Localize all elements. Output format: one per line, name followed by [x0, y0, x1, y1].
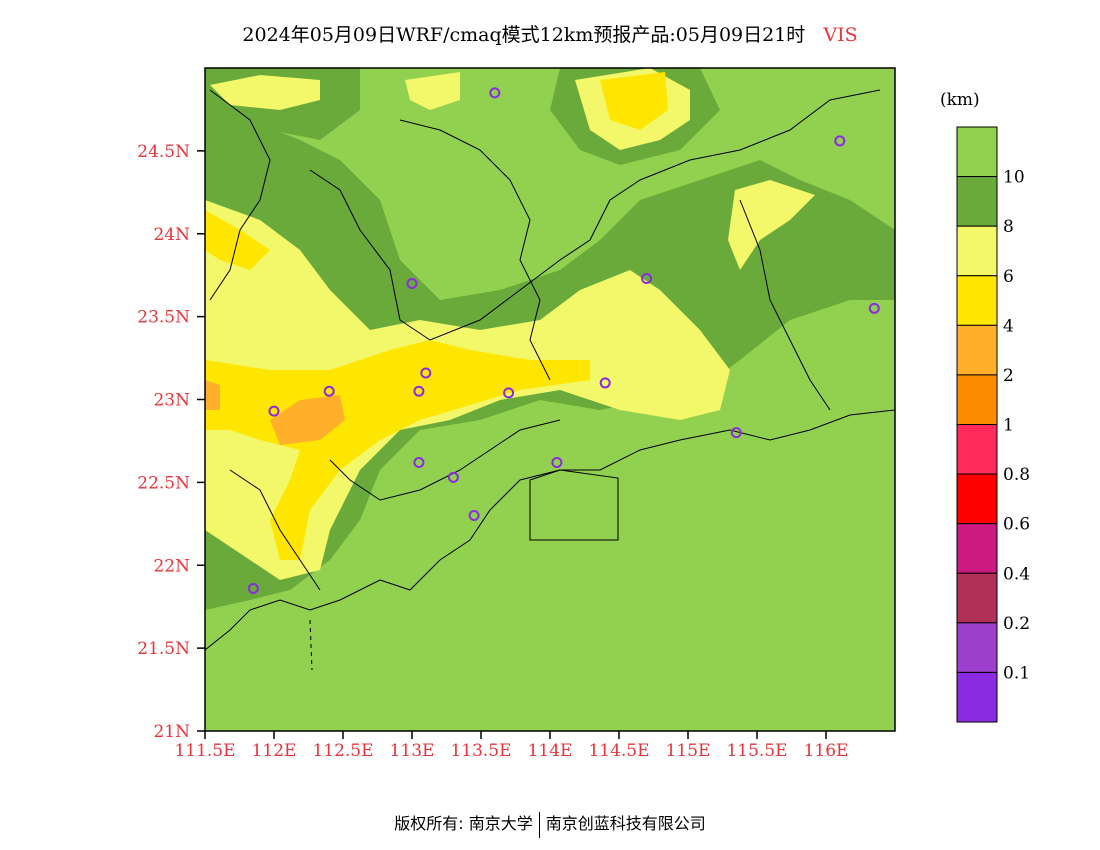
legend-swatch — [956, 275, 998, 326]
station-marker — [599, 377, 611, 389]
legend-label: 8 — [1003, 217, 1014, 237]
y-tick-label: 22.5N — [137, 473, 190, 493]
x-tick-label: 114.5E — [588, 741, 649, 761]
legend-swatch — [956, 424, 998, 475]
county-boundary-east — [739, 199, 831, 411]
legend-swatch — [956, 126, 998, 178]
legend-label: 0.2 — [1003, 614, 1030, 634]
x-tick-label: 111.5E — [174, 741, 235, 761]
y-tick-label: 23N — [153, 391, 190, 411]
vis-band-6-northcentral — [405, 72, 460, 110]
station-marker — [730, 427, 742, 439]
vis-band-6-topleft — [210, 75, 320, 110]
county-boundary-north — [309, 89, 881, 341]
coastline — [205, 409, 895, 651]
vis-band-2-west — [270, 395, 345, 445]
station-markers — [247, 87, 880, 594]
legend-label: 0.8 — [1003, 465, 1030, 485]
county-boundary-southwest — [229, 469, 321, 591]
legend-label: 0.1 — [1003, 663, 1030, 683]
vis-band-4-north — [600, 72, 668, 130]
y-tick-label: 21N — [153, 722, 190, 742]
legend-label: 0.4 — [1003, 564, 1030, 584]
county-boundary-south — [329, 419, 561, 501]
legend-label: 2 — [1003, 366, 1014, 386]
station-marker — [868, 302, 880, 314]
boundary-lines — [205, 89, 895, 671]
footer-separator — [538, 811, 540, 838]
county-boundary-central — [399, 119, 551, 381]
x-axis-ticks: 111.5E 112E 112.5E 113E 113.5E 114E 114.5E 115E… — [174, 731, 848, 761]
vis-band-4-west — [205, 340, 590, 560]
province-boundary — [209, 89, 271, 301]
legend-swatch — [956, 572, 998, 624]
station-marker — [503, 387, 515, 399]
title-variable: VIS — [823, 24, 858, 46]
y-tick-label: 22N — [153, 556, 190, 576]
y-tick-label: 24N — [153, 225, 190, 245]
station-marker — [323, 385, 335, 397]
x-tick-label: 115E — [666, 741, 711, 761]
y-tick-label: 24.5N — [137, 142, 190, 162]
station-marker — [834, 135, 846, 147]
legend-swatch — [956, 473, 998, 525]
legend-label: 0.6 — [1003, 515, 1030, 535]
station-marker — [413, 456, 425, 468]
station-marker — [468, 510, 480, 522]
map-title: 2024年05月09日WRF/cmaq模式12km预报产品:05月09日21时 … — [0, 20, 1100, 47]
island-marker — [309, 619, 313, 671]
station-marker — [551, 456, 563, 468]
copyright-footer: 版权所有: 南京大学 南京创蓝科技有限公司 — [0, 810, 1100, 838]
x-tick-label: 113.5E — [450, 741, 511, 761]
visibility-field — [205, 68, 895, 731]
station-marker — [447, 471, 459, 483]
x-tick-label: 116E — [804, 741, 849, 761]
x-tick-label: 114E — [528, 741, 573, 761]
station-marker — [268, 405, 280, 417]
x-tick-label: 113E — [390, 741, 435, 761]
legend-unit: (km) — [940, 90, 980, 110]
legend-swatch — [956, 324, 998, 376]
y-tick-label: 23.5N — [137, 308, 190, 328]
x-tick-label: 115.5E — [726, 741, 787, 761]
legend-swatch — [956, 622, 998, 673]
y-tick-label: 21.5N — [137, 639, 190, 659]
vis-band-2-edge — [205, 380, 220, 410]
legend-swatch — [956, 176, 998, 227]
footer-left: 版权所有: 南京大学 — [394, 814, 533, 833]
station-marker — [247, 582, 259, 594]
station-marker — [489, 87, 501, 99]
legend-label: 1 — [1003, 416, 1014, 436]
y-axis-ticks: 24.5N 24N 23.5N 23N 22.5N 22N 21.5N 21N — [137, 142, 205, 742]
x-tick-label: 112.5E — [312, 741, 373, 761]
color-legend: 10 8 6 4 2 1 0.8 0.6 0.4 0.2 0.1 — [956, 126, 1030, 723]
legend-swatch — [956, 671, 998, 723]
x-tick-label: 112E — [252, 741, 297, 761]
legend-label: 6 — [1003, 267, 1014, 287]
legend-swatch — [956, 225, 998, 277]
title-main: 2024年05月09日WRF/cmaq模式12km预报产品:05月09日21时 — [242, 24, 806, 46]
legend-swatch — [956, 523, 998, 574]
footer-right: 南京创蓝科技有限公司 — [545, 814, 706, 833]
station-marker — [420, 367, 432, 379]
vis-band-6-east — [728, 180, 815, 270]
station-marker — [641, 273, 653, 285]
legend-label: 4 — [1003, 316, 1014, 336]
legend-label: 10 — [1003, 168, 1025, 188]
station-marker — [406, 277, 418, 289]
legend-swatch — [956, 374, 998, 425]
station-marker — [413, 385, 425, 397]
hong-kong-box — [529, 469, 619, 541]
